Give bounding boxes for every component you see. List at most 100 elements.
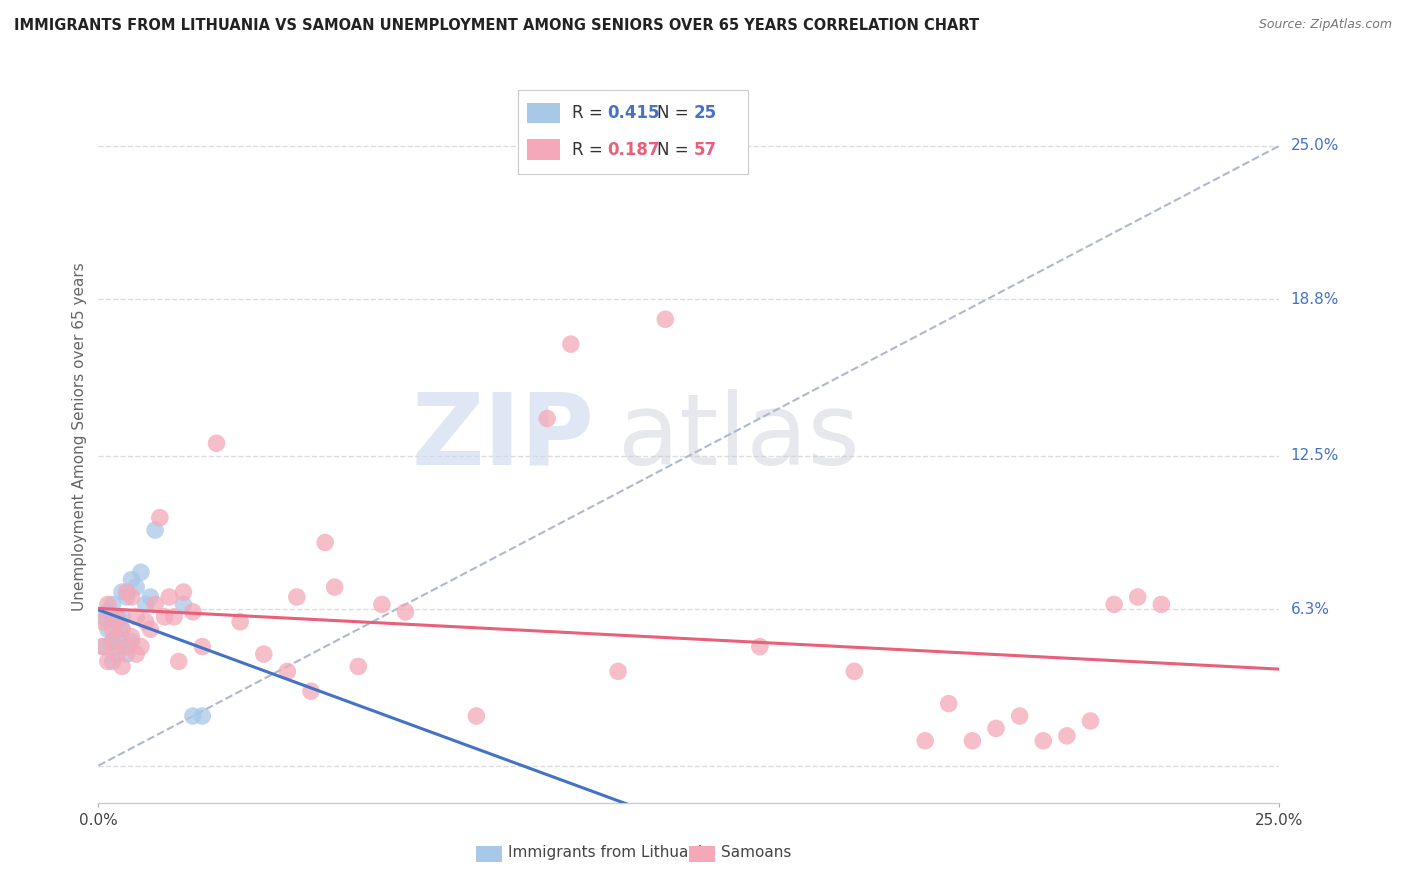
Point [115,590,138,604]
Point [181,709,204,723]
Point [105,630,128,644]
Point [135,598,157,612]
Point [97,655,120,669]
Point [111,622,134,636]
Point [285,590,308,604]
Point [536,411,558,425]
Point [205,436,228,450]
Text: ZIP: ZIP [412,389,595,485]
Text: 25: 25 [693,104,717,122]
Point [91,640,114,654]
Point [394,605,416,619]
Point [371,598,394,612]
Point [115,647,138,661]
Point [135,615,157,629]
Point [172,598,194,612]
Point [105,615,128,629]
Point [111,585,134,599]
Point [299,684,322,698]
Point [129,565,152,579]
Point [101,634,124,648]
FancyBboxPatch shape [527,139,560,160]
Point [101,634,124,648]
Point [347,659,370,673]
Point [465,709,488,723]
Point [157,590,180,604]
FancyBboxPatch shape [517,90,748,174]
Point [253,647,276,661]
Point [167,655,190,669]
Point [1150,598,1173,612]
Point [91,640,114,654]
Point [1008,709,1031,723]
Point [97,622,120,636]
Point [111,622,134,636]
Point [111,659,134,673]
Text: R =: R = [572,104,607,122]
Text: IMMIGRANTS FROM LITHUANIA VS SAMOAN UNEMPLOYMENT AMONG SENIORS OVER 65 YEARS COR: IMMIGRANTS FROM LITHUANIA VS SAMOAN UNEM… [14,18,979,33]
Text: Immigrants from Lithuania: Immigrants from Lithuania [508,845,711,860]
Point [191,709,214,723]
Point [962,734,984,748]
Text: R =: R = [572,141,607,159]
Point [139,622,162,636]
Point [163,610,186,624]
Point [1126,590,1149,604]
FancyBboxPatch shape [527,103,560,123]
Point [314,535,336,549]
Point [105,640,128,654]
Point [153,610,176,624]
FancyBboxPatch shape [689,846,714,862]
Point [125,580,148,594]
Point [984,722,1007,736]
Text: 57: 57 [693,141,717,159]
Point [101,655,124,669]
Point [191,640,214,654]
Text: N =: N = [657,141,695,159]
Text: Samoans: Samoans [721,845,792,860]
Point [914,734,936,748]
Point [101,598,124,612]
Point [1102,598,1125,612]
Point [1056,729,1078,743]
Point [607,665,630,679]
Point [1032,734,1054,748]
Text: Source: ZipAtlas.com: Source: ZipAtlas.com [1258,18,1392,31]
Text: 0.187: 0.187 [607,141,659,159]
Point [125,610,148,624]
Point [91,615,114,629]
Point [143,523,166,537]
Point [97,598,120,612]
Point [91,610,114,624]
Point [172,585,194,599]
Point [111,610,134,624]
Point [143,598,166,612]
Text: 12.5%: 12.5% [1291,448,1339,463]
Point [115,640,138,654]
Text: N =: N = [657,104,695,122]
Point [121,573,143,587]
Point [129,640,152,654]
Point [1080,714,1102,728]
Point [121,630,143,644]
Point [121,634,143,648]
Y-axis label: Unemployment Among Seniors over 65 years: Unemployment Among Seniors over 65 years [72,263,87,611]
Text: 0.415: 0.415 [607,104,659,122]
Point [125,647,148,661]
Text: 18.8%: 18.8% [1291,292,1339,307]
Point [139,590,162,604]
Point [101,622,124,636]
Point [323,580,346,594]
Point [181,605,204,619]
Point [105,610,128,624]
Point [97,605,120,619]
Text: 6.3%: 6.3% [1291,602,1330,617]
Point [938,697,960,711]
Point [748,640,770,654]
Point [276,665,298,679]
Text: 25.0%: 25.0% [1291,138,1339,153]
Point [115,585,138,599]
Point [654,312,676,326]
Point [149,510,172,524]
Point [105,647,128,661]
